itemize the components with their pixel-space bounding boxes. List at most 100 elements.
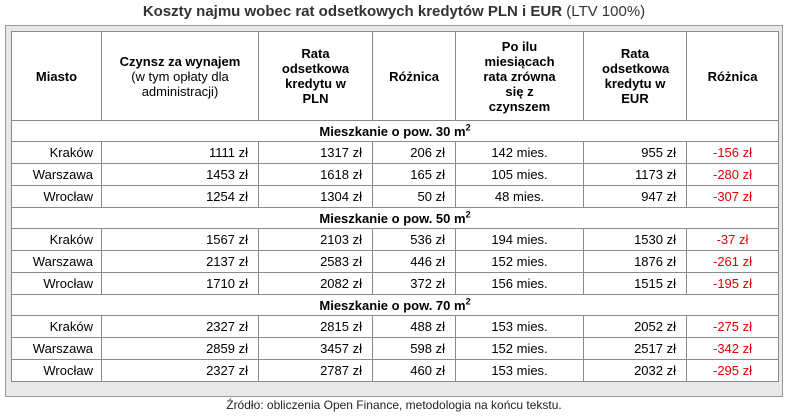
- cell-rate-pln: 1317 zł: [258, 141, 373, 164]
- cell-diff-pln: 206 zł: [372, 141, 456, 164]
- cell-rate-pln: 2103 zł: [258, 228, 373, 251]
- cell-city: Wrocław: [11, 359, 102, 382]
- cell-diff-eur: -295 zł: [686, 359, 779, 382]
- section-header-row: Mieszkanie o pow. 30 m2: [11, 120, 779, 142]
- table-row: Wrocław 2327 zł 2787 zł 460 zł 153 mies. 2032…: [11, 359, 779, 382]
- header-diff-eur: Różnica: [686, 31, 779, 121]
- cell-diff-eur: -342 zł: [686, 337, 779, 360]
- cell-months: 48 mies.: [455, 185, 584, 208]
- cell-rate-pln: 2082 zł: [258, 272, 373, 295]
- section-label-text: Mieszkanie o pow. 70 m: [319, 297, 466, 313]
- cell-diff-pln: 446 zł: [372, 250, 456, 273]
- cell-rate-pln: 1618 zł: [258, 163, 373, 186]
- table-title-suffix: (LTV 100%): [566, 3, 646, 20]
- section-label-text: Mieszkanie o pow. 30 m: [319, 123, 466, 139]
- cell-city: Kraków: [11, 315, 102, 338]
- section-label: Mieszkanie o pow. 70 m2: [11, 294, 779, 316]
- cell-months: 142 mies.: [455, 141, 584, 164]
- cell-diff-eur: -280 zł: [686, 163, 779, 186]
- table-row: Kraków 2327 zł 2815 zł 488 zł 153 mies. 2052 …: [11, 315, 779, 338]
- cell-city: Kraków: [11, 141, 102, 164]
- table-panel: Miasto Czynsz za wynajem (w tym opłaty d…: [5, 25, 783, 397]
- table-row: Kraków 1567 zł 2103 zł 536 zł 194 mies. 1530 …: [11, 228, 779, 251]
- cell-rate-eur: 1515 zł: [583, 272, 687, 295]
- cell-city: Warszawa: [11, 163, 102, 186]
- header-city: Miasto: [11, 31, 102, 121]
- section-label-sup: 2: [465, 209, 471, 220]
- section-header-row: Mieszkanie o pow. 50 m2: [11, 207, 779, 229]
- cell-diff-pln: 460 zł: [372, 359, 456, 382]
- cell-months: 194 mies.: [455, 228, 584, 251]
- table-title: Koszty najmu wobec rat odsetkowych kredy…: [0, 3, 788, 20]
- header-rate-pln: Rata odsetkowa kredytu w PLN: [258, 31, 373, 121]
- section-label: Mieszkanie o pow. 30 m2: [11, 120, 779, 142]
- cell-rate-eur: 1530 zł: [583, 228, 687, 251]
- header-rent-sub: (w tym opłaty dla administracji): [131, 68, 229, 99]
- cell-months: 152 mies.: [455, 250, 584, 273]
- cell-city: Wrocław: [11, 185, 102, 208]
- header-rent: Czynsz za wynajem (w tym opłaty dla admi…: [101, 31, 259, 121]
- cell-rate-eur: 2032 zł: [583, 359, 687, 382]
- header-months: Po ilu miesiącach rata zrówna się z czyn…: [455, 31, 584, 121]
- cell-months: 153 mies.: [455, 359, 584, 382]
- cell-rent: 1254 zł: [101, 185, 259, 208]
- cell-diff-pln: 372 zł: [372, 272, 456, 295]
- table-row: Warszawa 2859 zł 3457 zł 598 zł 152 mies. 251…: [11, 337, 779, 360]
- cell-rent: 2859 zł: [101, 337, 259, 360]
- cell-rate-pln: 2815 zł: [258, 315, 373, 338]
- section-label-sup: 2: [465, 122, 471, 133]
- header-diff-pln: Różnica: [372, 31, 456, 121]
- cell-diff-pln: 598 zł: [372, 337, 456, 360]
- header-rent-main: Czynsz za wynajem: [119, 53, 241, 69]
- header-rate-eur: Rata odsetkowa kredytu w EUR: [583, 31, 687, 121]
- section-header-row: Mieszkanie o pow. 70 m2: [11, 294, 779, 316]
- cell-rate-eur: 2052 zł: [583, 315, 687, 338]
- table-row: Warszawa 1453 zł 1618 zł 165 zł 105 mies. 117…: [11, 163, 779, 186]
- cell-rate-pln: 2583 zł: [258, 250, 373, 273]
- table-row: Kraków 1111 zł 1317 zł 206 zł 142 mies. 955 z…: [11, 141, 779, 164]
- rent-vs-loan-table: Miasto Czynsz za wynajem (w tym opłaty d…: [11, 31, 779, 382]
- table-row: Wrocław 1710 zł 2082 zł 372 zł 156 mies. 1515…: [11, 272, 779, 295]
- cell-diff-pln: 165 zł: [372, 163, 456, 186]
- cell-months: 153 mies.: [455, 315, 584, 338]
- cell-diff-pln: 536 zł: [372, 228, 456, 251]
- cell-city: Kraków: [11, 228, 102, 251]
- cell-city: Warszawa: [11, 250, 102, 273]
- cell-rent: 1453 zł: [101, 163, 259, 186]
- cell-rate-eur: 2517 zł: [583, 337, 687, 360]
- cell-rate-eur: 947 zł: [583, 185, 687, 208]
- cell-rent: 2327 zł: [101, 315, 259, 338]
- cell-diff-eur: -261 zł: [686, 250, 779, 273]
- source-note: Źródło: obliczenia Open Finance, metodol…: [226, 398, 562, 412]
- cell-rent: 2327 zł: [101, 359, 259, 382]
- table-body: Mieszkanie o pow. 30 m2 Kraków 1111 zł 1317…: [11, 120, 779, 382]
- cell-diff-eur: -37 zł: [686, 228, 779, 251]
- section-label-text: Mieszkanie o pow. 50 m: [319, 210, 466, 226]
- section-label: Mieszkanie o pow. 50 m2: [11, 207, 779, 229]
- cell-diff-eur: -156 zł: [686, 141, 779, 164]
- cell-rate-pln: 2787 zł: [258, 359, 373, 382]
- cell-rent: 2137 zł: [101, 250, 259, 273]
- table-row: Wrocław 1254 zł 1304 zł 50 zł 48 mies. 947 zł…: [11, 185, 779, 208]
- cell-diff-eur: -307 zł: [686, 185, 779, 208]
- cell-city: Wrocław: [11, 272, 102, 295]
- cell-rate-eur: 1173 zł: [583, 163, 687, 186]
- cell-rent: 1111 zł: [101, 141, 259, 164]
- cell-rate-eur: 1876 zł: [583, 250, 687, 273]
- cell-months: 152 mies.: [455, 337, 584, 360]
- cell-rent: 1710 zł: [101, 272, 259, 295]
- cell-diff-eur: -275 zł: [686, 315, 779, 338]
- header-row: Miasto Czynsz za wynajem (w tym opłaty d…: [11, 31, 779, 121]
- cell-diff-pln: 488 zł: [372, 315, 456, 338]
- cell-diff-pln: 50 zł: [372, 185, 456, 208]
- table-title-main: Koszty najmu wobec rat odsetkowych kredy…: [142, 3, 563, 20]
- cell-rate-pln: 1304 zł: [258, 185, 373, 208]
- section-label-sup: 2: [465, 296, 471, 307]
- cell-diff-eur: -195 zł: [686, 272, 779, 295]
- cell-rate-eur: 955 zł: [583, 141, 687, 164]
- cell-city: Warszawa: [11, 337, 102, 360]
- table-row: Warszawa 2137 zł 2583 zł 446 zł 152 mies. 187…: [11, 250, 779, 273]
- cell-months: 156 mies.: [455, 272, 584, 295]
- cell-months: 105 mies.: [455, 163, 584, 186]
- cell-rent: 1567 zł: [101, 228, 259, 251]
